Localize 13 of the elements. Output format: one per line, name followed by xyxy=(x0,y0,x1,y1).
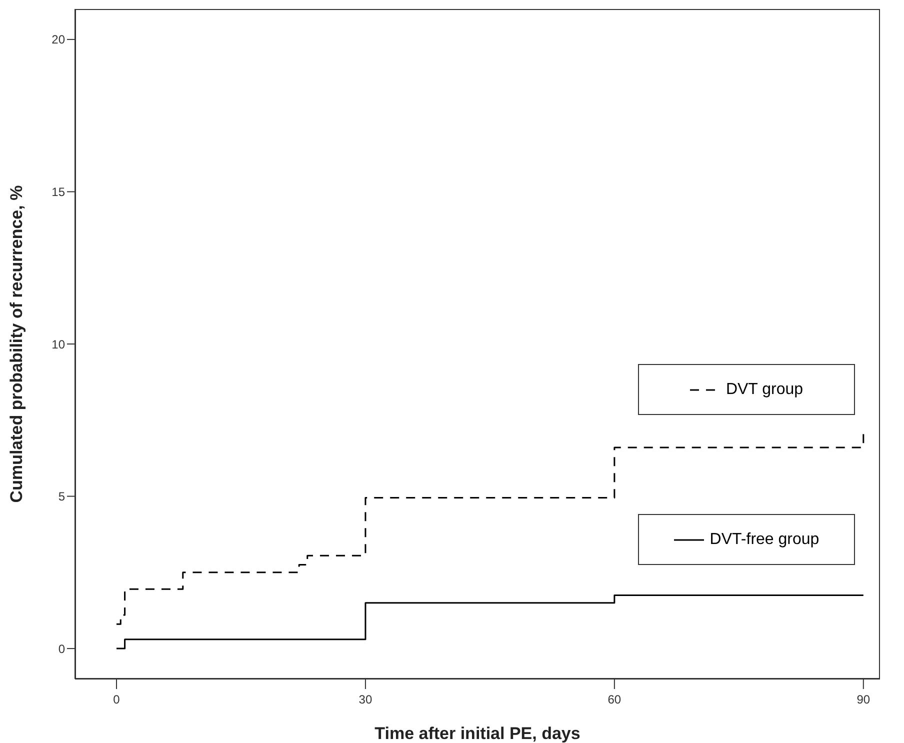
legend-label: DVT-free group xyxy=(710,530,820,548)
legend-label: DVT group xyxy=(726,380,804,398)
y-tick-label: 10 xyxy=(52,337,66,352)
y-tick-label: 15 xyxy=(52,184,66,199)
x-tick-label: 60 xyxy=(608,692,622,707)
y-tick-label: 0 xyxy=(58,642,66,656)
y-axis-title: Cumulated probability of recurrence, % xyxy=(7,185,26,503)
y-tick-label: 5 xyxy=(58,490,66,504)
y-tick-label: 20 xyxy=(52,32,66,47)
x-axis-title: Time after initial PE, days xyxy=(374,724,580,743)
x-tick-label: 0 xyxy=(113,692,120,707)
x-tick-label: 90 xyxy=(856,692,870,707)
x-tick-label: 30 xyxy=(358,692,372,707)
